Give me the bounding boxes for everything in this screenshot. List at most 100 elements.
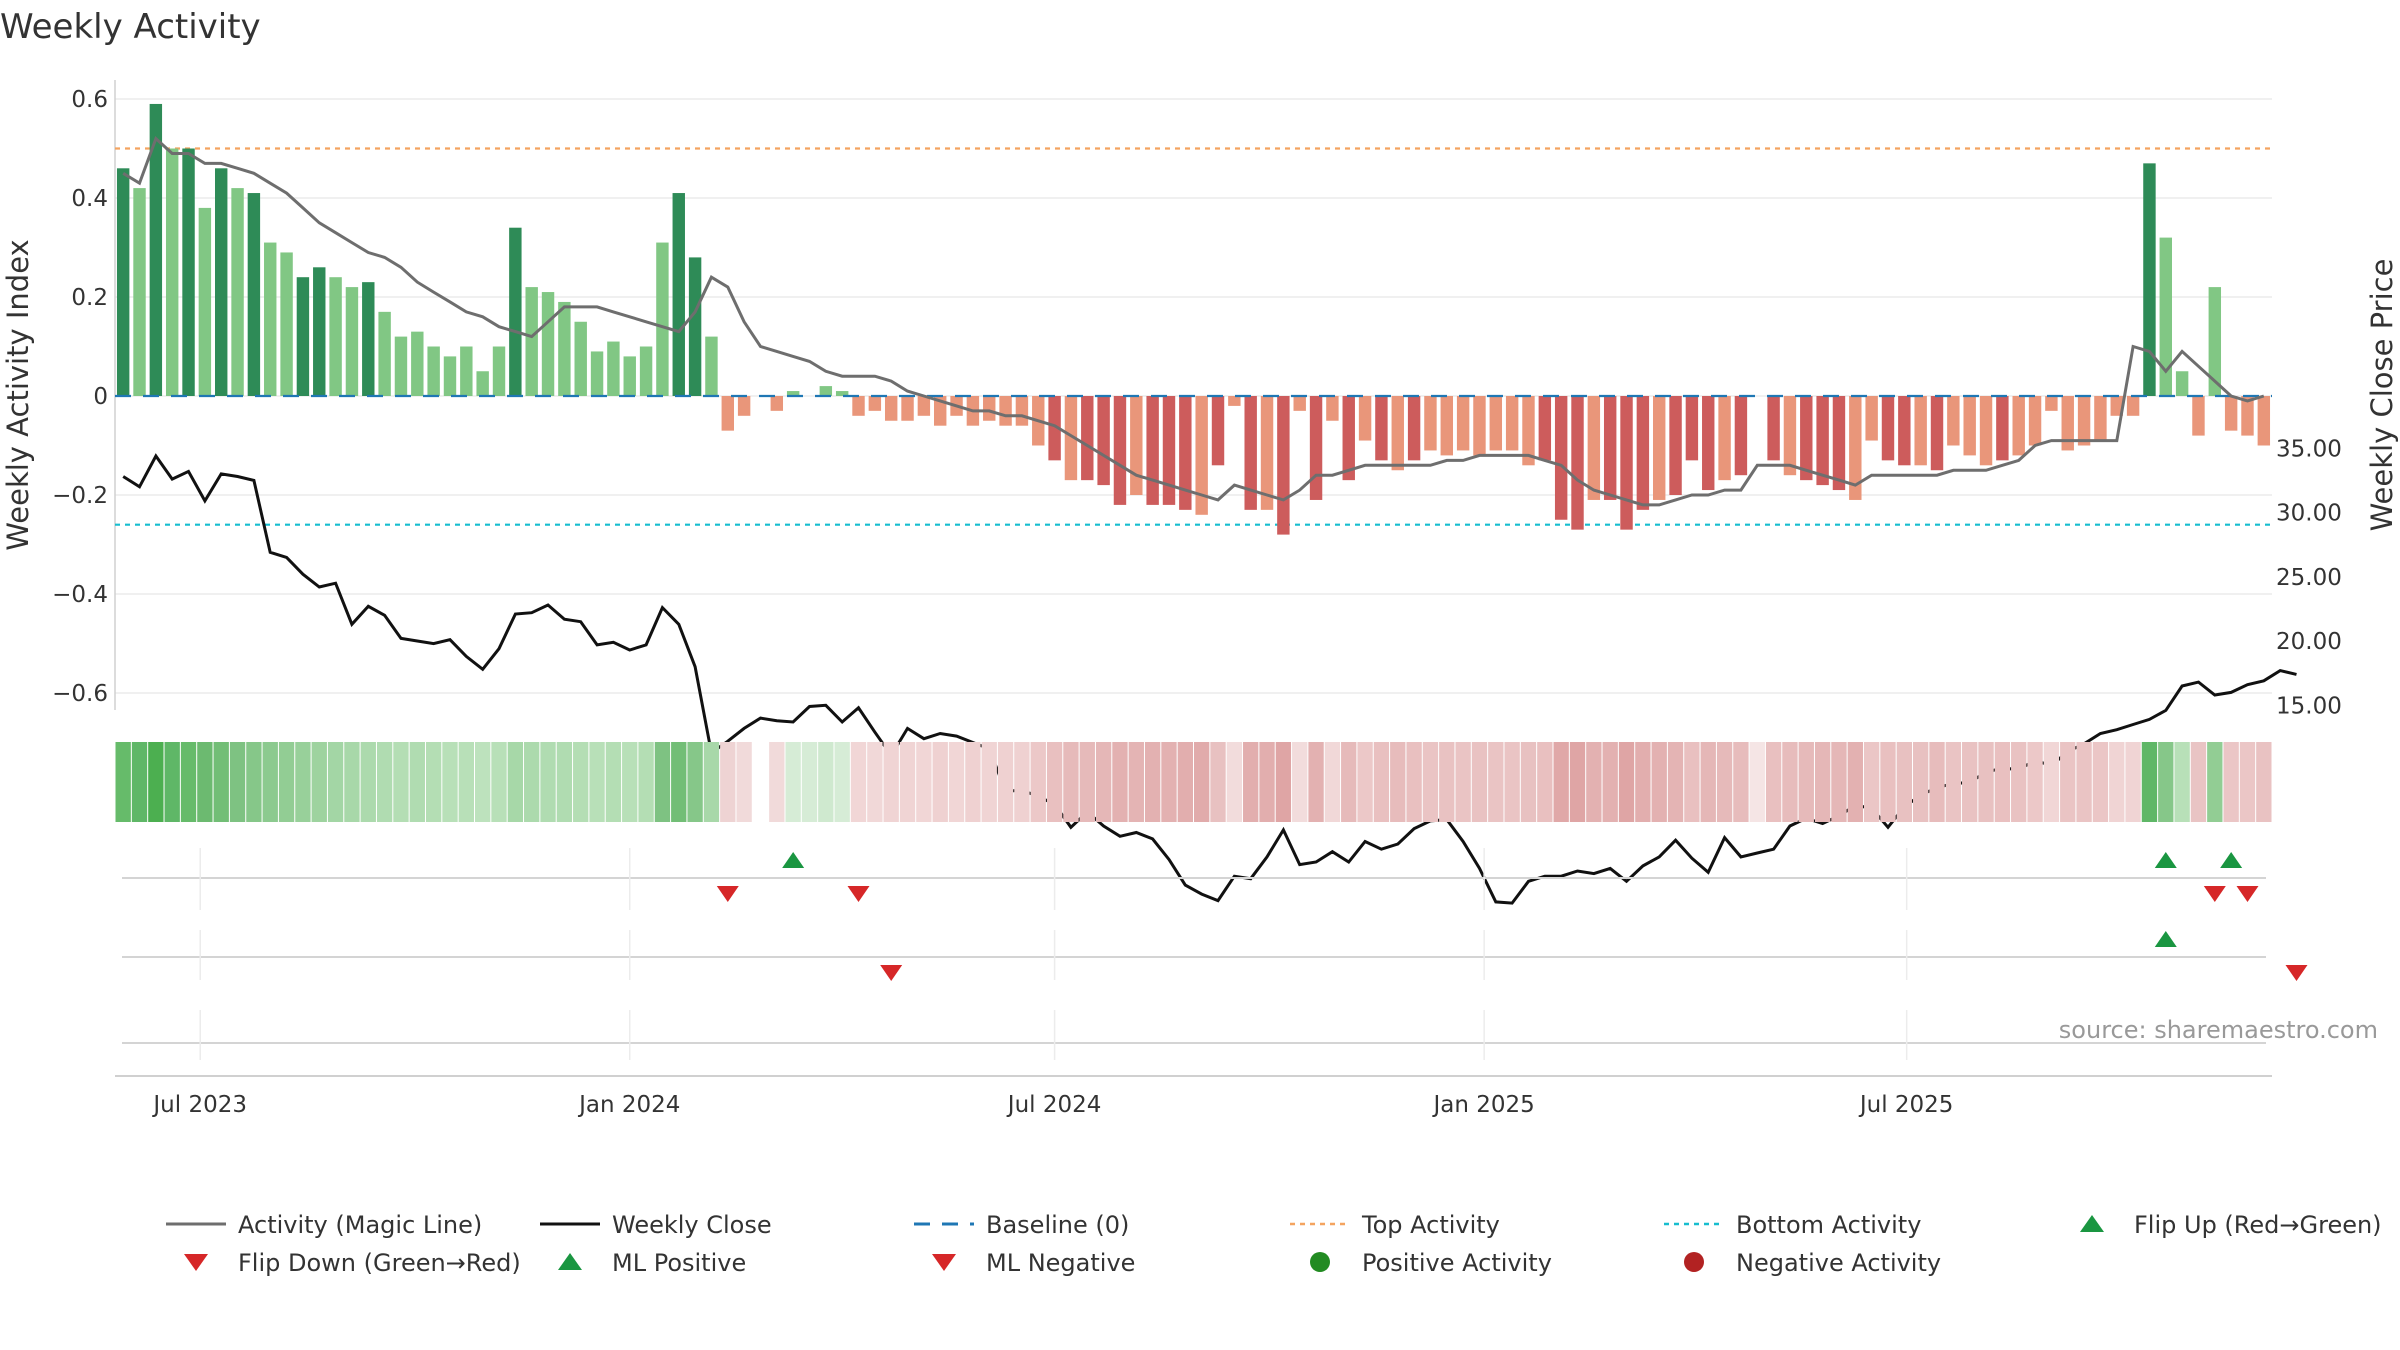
strip-cell [2207,742,2223,822]
x-tick-label: Jan 2025 [1431,1092,1534,1118]
legend-label: Negative Activity [1736,1249,1941,1277]
activity-bar [378,311,391,396]
strip-cell [2109,742,2125,822]
activity-bar [1816,396,1829,486]
activity-bar [868,396,882,411]
activity-bar [1914,396,1927,466]
strip-cell [2125,742,2141,822]
activity-bar [1195,396,1208,515]
activity-bar [1162,396,1176,505]
activity-bar [1783,396,1797,476]
strip-cell [131,742,148,822]
activity-bar [884,396,898,421]
activity-bar [1636,396,1650,510]
activity-bar [1146,396,1159,505]
activity-bar [1653,396,1666,500]
strip-cell [1128,742,1144,822]
strip-cell [1046,742,1063,822]
left-axis-ticks: −0.6 −0.4 −0.2 0 0.2 0.4 0.6 [52,87,108,707]
strip-cell [1243,742,1259,822]
strip-cell [1733,742,1749,822]
flip-markers [716,852,2308,981]
strip-cell [1962,742,1978,822]
activity-bar [1309,396,1323,500]
activity-bar [1260,396,1274,510]
activity-bar [639,346,653,396]
activity-bar [1554,396,1568,520]
strip-cell [311,742,327,822]
strip-cell [1210,742,1226,822]
activity-bar [1277,396,1290,535]
strip-cell [344,742,360,822]
activity-bar [2028,396,2042,446]
strip-cell [916,742,932,822]
activity-bar [1342,396,1355,481]
strip-cell [524,742,540,822]
strip-cell [720,742,736,822]
strip-cell [638,742,654,822]
strip-cell [442,742,458,822]
activity-bar [917,396,931,416]
activity-bar [1375,396,1388,461]
activity-bar [607,341,620,396]
strip-cell [393,742,409,822]
strip-cell [295,742,311,822]
activity-bar [492,346,506,396]
activity-bar [2208,287,2222,396]
legend-label: Baseline (0) [986,1211,1129,1239]
strip-cell [1635,742,1651,822]
strip-cell [1749,742,1765,822]
activity-bar [460,346,473,396]
activity-bar [1979,396,1993,466]
activity-bar [721,396,734,431]
activity-bar [215,168,228,396]
strip-cell [1700,742,1716,822]
activity-bar [737,396,751,416]
strip-cell [1684,742,1700,822]
activity-bar [1734,396,1748,476]
strip-cell [948,742,965,822]
activity-bar [2192,396,2205,436]
strip-cell [1782,742,1798,822]
strip-cell [180,742,197,822]
activity-bar [852,396,865,416]
circle-icon [1684,1252,1704,1272]
activity-bar [1702,396,1715,491]
activity-bar [198,207,212,396]
strip-cell [360,742,376,822]
flip-up-marker [2154,852,2177,868]
activity-bar [1424,396,1437,451]
strip-cell [1765,742,1782,822]
activity-bar [2159,237,2172,396]
strip-cell [1880,742,1896,822]
strip-cell [1341,742,1357,822]
strip-cell [1814,742,1831,822]
strip-cell [458,742,474,822]
strip-cell [1455,742,1471,822]
activity-bar [1293,396,1306,411]
activity-bar [1048,396,1061,461]
activity-bar [1113,396,1127,505]
activity-bar [1849,396,1862,500]
strip-cell [2223,742,2239,822]
x-tick-label: Jul 2023 [151,1092,247,1118]
strip-cell [671,742,687,822]
strip-cell [1602,742,1618,822]
activity-bar [1440,396,1453,456]
strip-cell [1226,742,1243,822]
activity-bar [2110,396,2123,416]
flip-down-marker [716,886,739,902]
strip-cell [2158,742,2174,822]
activity-bar [1538,396,1552,461]
activity-bar [999,396,1012,426]
activity-bar [476,371,489,396]
legend-item: Flip Up (Red→Green) [2080,1211,2382,1239]
strip-cell [1945,742,1962,822]
strip-cell [703,742,720,822]
strip-cell [589,742,605,822]
legend-item: Negative Activity [1684,1249,1941,1277]
source-note: source: sharemaestro.com [2059,1016,2378,1044]
strip-cell [1537,742,1553,822]
strip-cell [736,742,752,822]
